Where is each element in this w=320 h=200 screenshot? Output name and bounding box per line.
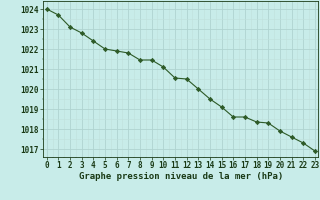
X-axis label: Graphe pression niveau de la mer (hPa): Graphe pression niveau de la mer (hPa) xyxy=(79,172,283,181)
